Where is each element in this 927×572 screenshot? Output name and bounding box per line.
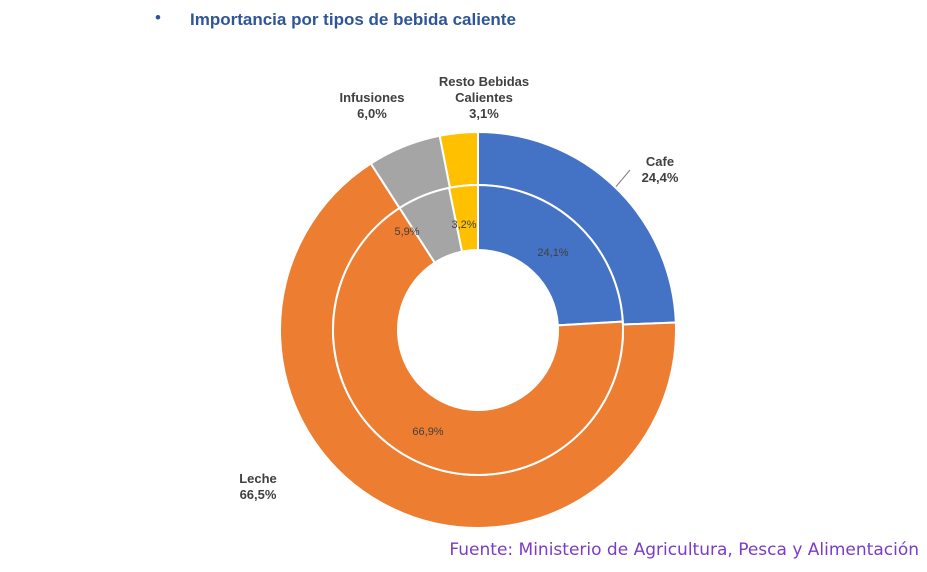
value-label: 24,1% [537, 247, 569, 259]
chart-title: Importancia por tipos de bebida caliente [190, 10, 516, 29]
category-label: Leche [239, 471, 277, 486]
category-label: Cafe [645, 154, 675, 169]
value-label: 6,0% [357, 106, 387, 121]
donut-slice [477, 183, 624, 327]
donut-slice [332, 206, 624, 476]
value-label: 3,1% [469, 106, 499, 121]
bullet: • [155, 8, 161, 27]
category-label: Infusiones [339, 90, 405, 105]
slice-label: Infusiones 6,0% [327, 90, 417, 122]
value-label: 24,4% [641, 170, 679, 185]
category-label: Resto Bebidas Calientes [438, 74, 530, 105]
value-label: 66,5% [239, 487, 277, 502]
slice-label: Leche 66,5% [228, 471, 288, 503]
slice-label: Resto Bebidas Calientes 3,1% [429, 74, 539, 122]
value-label: 5,9% [394, 226, 420, 238]
value-label: 3,2% [451, 219, 477, 231]
source-note: Fuente: Ministerio de Agricultura, Pesca… [449, 540, 919, 560]
donut-slice [447, 183, 479, 253]
value-label: 66,9% [412, 426, 444, 438]
slice-label: Cafe 24,4% [630, 154, 690, 186]
